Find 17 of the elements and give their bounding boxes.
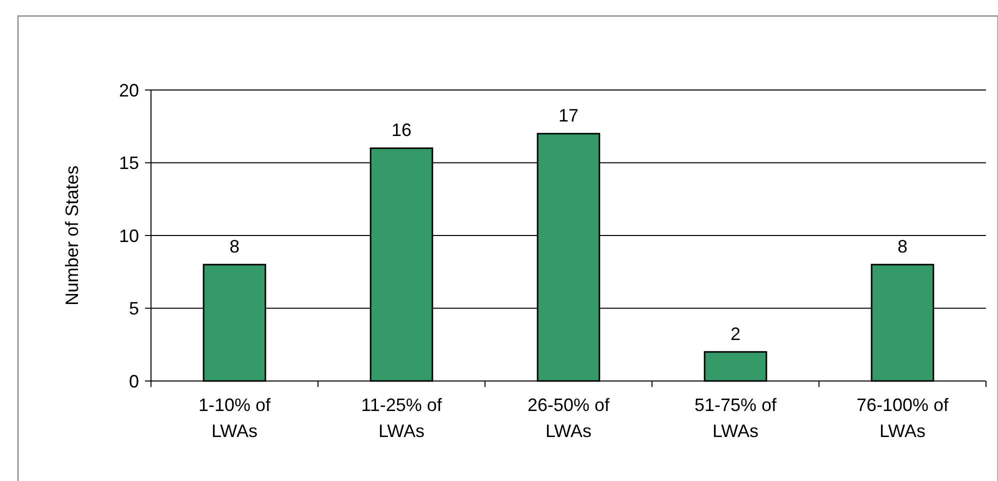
- data-label: 8: [897, 236, 908, 257]
- data-label: 2: [730, 324, 741, 344]
- bar: [704, 351, 768, 382]
- data-label: 16: [391, 120, 412, 140]
- x-tick-label: 26-50% of LWAs: [527, 395, 611, 441]
- y-tick-label: 0: [128, 371, 139, 392]
- y-tick-label: 20: [118, 80, 139, 100]
- y-tick-label: 15: [118, 153, 139, 174]
- y-tick-label: 5: [128, 298, 139, 319]
- x-tick-label: 51-75% of LWAs: [694, 395, 778, 441]
- data-label: 17: [558, 106, 579, 126]
- x-tick-label: 11-25% of LWAs: [361, 395, 443, 441]
- x-tick-label: 76-100% of LWAs: [856, 395, 950, 441]
- y-axis-title: Number of States: [62, 165, 82, 306]
- x-tick-label: 1-10% of LWAs: [198, 395, 272, 441]
- y-tick-label: 10: [118, 226, 139, 246]
- data-label: 8: [229, 236, 240, 257]
